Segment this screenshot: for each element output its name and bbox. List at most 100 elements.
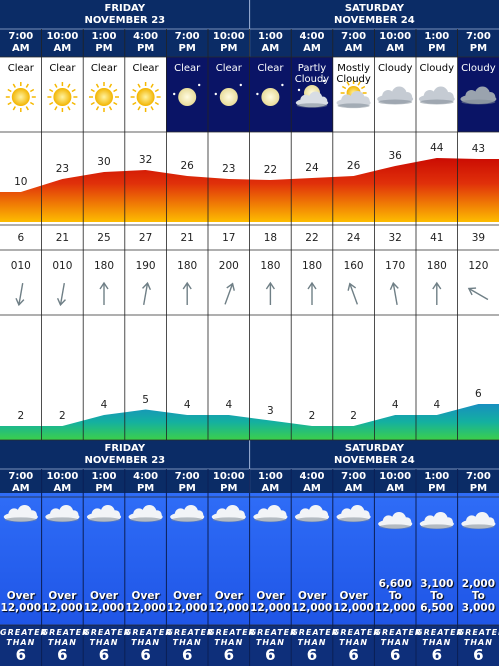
ceiling-text: Over 12,000 bbox=[291, 560, 333, 614]
sun-icon bbox=[130, 82, 161, 112]
cloud-part bbox=[341, 508, 353, 520]
visibility-line: THAN bbox=[297, 638, 327, 647]
ampm: AM bbox=[344, 483, 363, 494]
sky-label: Clear bbox=[7, 63, 34, 74]
visibility-line: GREATER bbox=[291, 628, 339, 637]
ampm: PM bbox=[95, 483, 113, 494]
visibility-line: GREATER bbox=[457, 628, 499, 637]
time: 7:00 bbox=[465, 471, 491, 482]
dew-point: 32 bbox=[388, 232, 402, 244]
ampm: PM bbox=[178, 43, 196, 54]
ampm: AM bbox=[303, 43, 321, 54]
sky-label: Cloudy bbox=[461, 63, 496, 74]
arrow-head bbox=[182, 281, 192, 290]
cloud-part bbox=[485, 92, 496, 102]
arrow-head bbox=[142, 281, 152, 291]
sun-ray bbox=[132, 88, 137, 93]
arrow-shaft bbox=[392, 283, 398, 305]
sun-disc bbox=[53, 88, 72, 106]
wave-area-label: 2 bbox=[59, 410, 66, 422]
sky-label: Clear bbox=[215, 63, 242, 74]
sun-ray bbox=[29, 101, 35, 106]
wave-area-label: 4 bbox=[433, 399, 441, 411]
visibility-line: GREATER bbox=[416, 628, 464, 637]
cloud-icon bbox=[86, 505, 122, 523]
wind-direction: 120 bbox=[468, 260, 489, 272]
wind-arrow bbox=[56, 283, 66, 307]
visibility-line: GREATER bbox=[249, 628, 298, 637]
wind-arrow bbox=[467, 287, 489, 301]
star bbox=[297, 88, 301, 92]
cloud-shade bbox=[129, 517, 162, 523]
visibility-line: THAN bbox=[214, 638, 244, 647]
day-date: NOVEMBER 23 bbox=[84, 455, 166, 466]
arrow-head bbox=[265, 281, 275, 290]
wind-direction: 180 bbox=[93, 260, 114, 272]
sun-ray bbox=[357, 81, 361, 86]
arrow-head bbox=[56, 297, 66, 307]
cloud-shade bbox=[4, 517, 37, 523]
temperature-area-label: 24 bbox=[305, 162, 319, 174]
visibility-line: THAN bbox=[255, 638, 285, 647]
time: 7:00 bbox=[341, 471, 367, 482]
cloud-shade bbox=[379, 524, 412, 530]
ceiling-text: Over 12,000 bbox=[250, 560, 292, 614]
time: 7:00 bbox=[465, 31, 491, 42]
visibility-line: GREATER bbox=[41, 628, 90, 637]
ampm: PM bbox=[95, 43, 113, 54]
day-date: NOVEMBER 24 bbox=[334, 15, 415, 26]
arrow-head bbox=[15, 297, 25, 307]
ceiling-line: To bbox=[388, 590, 402, 602]
temperature-area-label: 44 bbox=[430, 142, 444, 154]
visibility-line: 6 bbox=[140, 646, 151, 664]
sun-ray bbox=[54, 83, 58, 88]
cloud-shade bbox=[46, 517, 79, 523]
wind-arrow bbox=[265, 281, 275, 305]
wind-arrow bbox=[182, 281, 192, 305]
cloud-part bbox=[110, 510, 121, 520]
wind-direction: 180 bbox=[301, 260, 322, 272]
ceiling-line: 12,000 bbox=[42, 602, 83, 614]
cloud-shade bbox=[462, 524, 495, 530]
cloud-part bbox=[424, 515, 436, 527]
cloud-icon bbox=[336, 505, 371, 523]
sun-disc bbox=[136, 88, 155, 106]
cloud-part bbox=[382, 515, 395, 527]
star bbox=[173, 92, 176, 96]
wave-area-label: 2 bbox=[17, 410, 25, 422]
wave-area-label: 2 bbox=[350, 410, 357, 422]
cloud-part bbox=[299, 508, 312, 520]
sun-ray bbox=[150, 83, 154, 88]
cloud-icon bbox=[377, 86, 414, 105]
sun-ray bbox=[54, 106, 58, 111]
sky-label: Clear bbox=[174, 63, 201, 74]
ceiling-line: 12,000 bbox=[333, 602, 374, 614]
sun-ray bbox=[12, 83, 16, 88]
day-name: FRIDAY bbox=[104, 3, 146, 14]
time: 4:00 bbox=[299, 31, 325, 42]
visibility-line: 6 bbox=[57, 646, 68, 664]
cloud-icon bbox=[294, 505, 330, 523]
wind-arrow bbox=[389, 281, 399, 305]
ceiling-line: 6,600 bbox=[378, 578, 412, 590]
arrow-head bbox=[307, 281, 317, 290]
visibility-line: 6 bbox=[306, 646, 318, 664]
cloud-icon bbox=[211, 505, 246, 523]
sun-ray bbox=[95, 83, 100, 88]
sky-label: Mostly Cloudy bbox=[336, 63, 371, 85]
sun-ray bbox=[137, 83, 141, 88]
wind-arrow bbox=[224, 282, 235, 305]
sun-ray bbox=[113, 88, 118, 93]
cloud-part bbox=[133, 508, 145, 520]
sun-ray bbox=[108, 106, 113, 111]
visibility-line: GREATER bbox=[0, 628, 48, 637]
wind-direction: 180 bbox=[426, 260, 447, 272]
dew-point: 24 bbox=[346, 232, 361, 244]
cloud-icon bbox=[336, 91, 371, 109]
sun-ray bbox=[67, 83, 71, 88]
time: 4:00 bbox=[133, 471, 159, 482]
ceiling-line: 12,000 bbox=[250, 602, 291, 614]
sun-ray bbox=[25, 83, 29, 88]
